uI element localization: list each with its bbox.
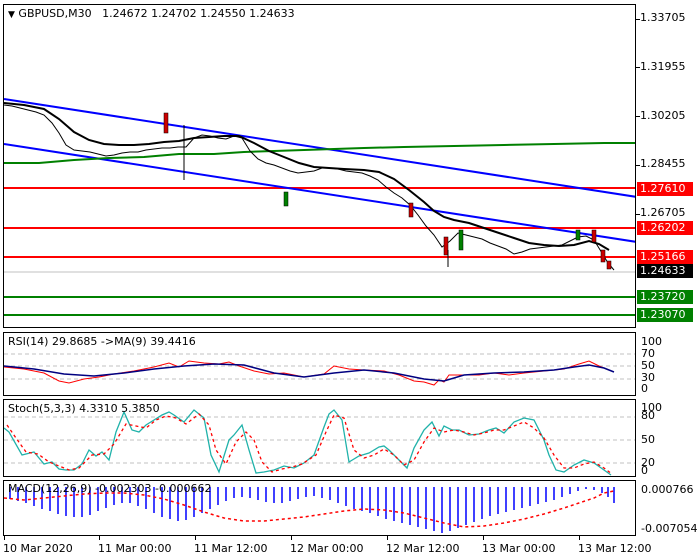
- stoch-level: 0: [641, 464, 648, 477]
- time-label: 12 Mar 00:00: [290, 542, 364, 555]
- level-tag-4: 1.23720: [637, 290, 693, 304]
- level-tag-2: 1.26202: [637, 221, 693, 235]
- price-tick: 1.26705: [640, 206, 686, 219]
- price-tick: 1.31955: [640, 60, 686, 73]
- rsi-level: 30: [641, 371, 655, 384]
- time-label: 13 Mar 12:00: [578, 542, 652, 555]
- time-label: 10 Mar 2020: [3, 542, 73, 555]
- level-tag-3: 1.25166: [637, 250, 693, 264]
- rsi-level: 50: [641, 359, 655, 372]
- macd-label: MACD(12,26,9) -0.002303 -0.000662: [8, 482, 212, 495]
- time-label: 12 Mar 12:00: [386, 542, 460, 555]
- rsi-level: 100: [641, 335, 662, 348]
- rsi-level: 0: [641, 382, 648, 395]
- price-chart-canvas: [4, 98, 635, 316]
- stoch-level: 20: [641, 456, 655, 469]
- stoch-level: 100: [641, 401, 662, 414]
- chart-header: ▼ GBPUSD,M30 1.24672 1.24702 1.24550 1.2…: [8, 7, 295, 20]
- stoch-level: 50: [641, 433, 655, 446]
- macd-pane[interactable]: MACD(12,26,9) -0.002303 -0.000662: [3, 480, 636, 536]
- symbol-timeframe: GBPUSD,M30: [18, 7, 92, 20]
- level-tag-1: 1.27610: [637, 182, 693, 196]
- stochastic-canvas: [4, 409, 635, 476]
- stochastic-label: Stoch(5,3,3) 4.3310 5.3850: [8, 402, 160, 415]
- macd-min-value: -0.007054: [641, 522, 698, 535]
- candlesticks: [4, 104, 615, 271]
- stochastic-pane[interactable]: Stoch(5,3,3) 4.3310 5.3850: [3, 399, 636, 477]
- stoch-level: 80: [641, 409, 655, 422]
- time-label: 11 Mar 12:00: [194, 542, 268, 555]
- rsi-canvas: [4, 353, 635, 386]
- level-tag-5: 1.23070: [637, 308, 693, 322]
- price-tick: 1.28455: [640, 157, 686, 170]
- macd-canvas: [4, 487, 615, 533]
- price-chart-pane[interactable]: ▼ GBPUSD,M30 1.24672 1.24702 1.24550 1.2…: [3, 4, 636, 328]
- price-tick: 1.30205: [640, 109, 686, 122]
- current-price-tag: 1.24633: [637, 264, 693, 278]
- rsi-level: 70: [641, 347, 655, 360]
- time-label: 11 Mar 00:00: [98, 542, 172, 555]
- price-tick: 1.33705: [640, 11, 686, 24]
- collapse-triangle-icon[interactable]: ▼: [8, 10, 15, 20]
- rsi-label: RSI(14) 29.8685 ->MA(9) 39.4416: [8, 335, 196, 348]
- macd-max-value: 0.000766: [641, 483, 694, 496]
- ohlc-values: 1.24672 1.24702 1.24550 1.24633: [102, 7, 295, 20]
- rsi-pane[interactable]: RSI(14) 29.8685 ->MA(9) 39.4416: [3, 332, 636, 396]
- time-label: 13 Mar 00:00: [482, 542, 556, 555]
